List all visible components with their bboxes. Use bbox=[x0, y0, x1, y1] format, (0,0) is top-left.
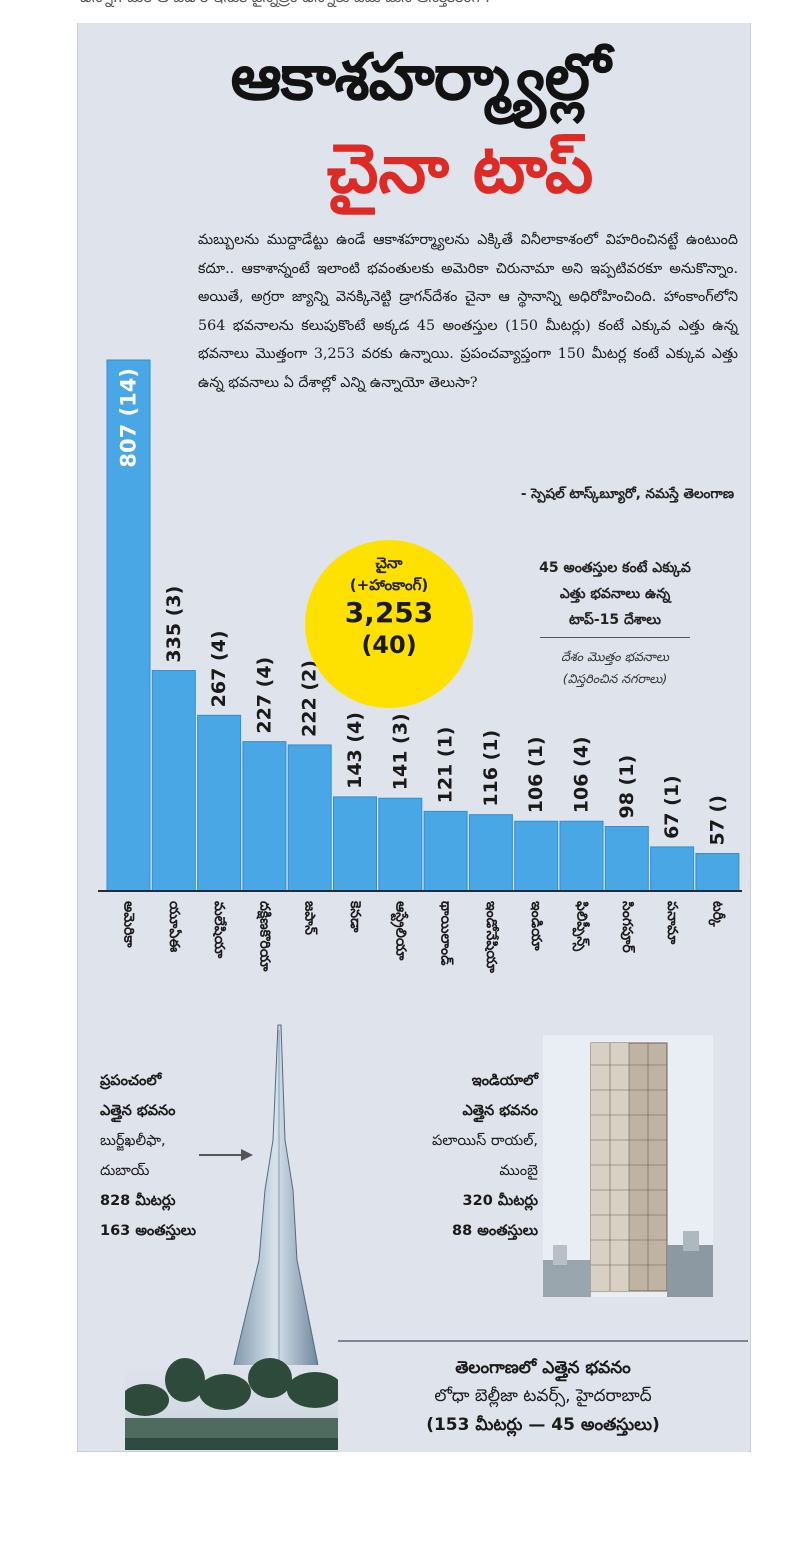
legend-sub1: దేశం మొత్తం భవనాలు bbox=[560, 649, 670, 664]
bar-5 bbox=[333, 796, 377, 892]
bar-value-label-13: 57 () bbox=[706, 795, 728, 845]
headline-line2: చైనా టాప్ bbox=[326, 130, 594, 209]
bar-value-label-0: 807 (14) bbox=[117, 368, 141, 468]
legend-title-line: ఎత్తు భవనాలు ఉన్న bbox=[559, 586, 671, 602]
bar-13 bbox=[695, 852, 740, 892]
category-label-0: అమెరికా bbox=[121, 901, 137, 948]
category-label-7: థాయిలాండ్ bbox=[438, 901, 455, 966]
headline-line1: ఆకాశహర్మ్యాల్లో bbox=[230, 41, 610, 115]
india-line: 88 అంతస్తులు bbox=[452, 1223, 538, 1239]
bar-4 bbox=[287, 744, 332, 892]
world-line: బుర్జ్‌ఖలీఫా, bbox=[100, 1133, 166, 1149]
category-label-13: టర్కీ bbox=[708, 901, 726, 927]
bar-value-label-10: 106 (4) bbox=[571, 736, 593, 813]
bar-10 bbox=[559, 820, 604, 892]
china-label: చైనా bbox=[375, 554, 403, 572]
bar-value-label-4: 222 (2) bbox=[299, 660, 321, 737]
intro-paragraph: మబ్బులను ముద్దాడేట్టు ఉండే ఆకాశహర్మ్యాలన… bbox=[198, 232, 738, 391]
category-label-12: పనామా bbox=[664, 901, 680, 945]
legend-sub2: (విస్తరించిన నగరాలు) bbox=[562, 671, 668, 686]
category-label-3: దక్షిణకొరియా bbox=[256, 901, 272, 972]
bar-chart: 807 (14) అమెరికా 335 (3) యూఏఈ 267 (4) మలేషియా… bbox=[98, 359, 742, 973]
world-line: 828 మీటర్లు bbox=[100, 1193, 176, 1209]
world-line: 163 అంతస్తులు bbox=[100, 1223, 197, 1239]
india-line: ఎత్తైన భవనం bbox=[462, 1103, 538, 1119]
bar-6 bbox=[378, 797, 423, 892]
world-tallest-caption: ప్రపంచంలో ఎత్తైన భవనం బుర్జ్‌ఖలీఫా, దుబా… bbox=[100, 1066, 280, 1246]
telangana-line1: తెలంగాణలో ఎత్తైన భవనం bbox=[455, 1358, 631, 1378]
bar-3 bbox=[242, 741, 287, 892]
category-label-1: యూఏఈ bbox=[166, 901, 182, 952]
china-note: (+హాంకాంగ్) bbox=[349, 576, 429, 594]
india-line: ఇండియాలో bbox=[471, 1073, 538, 1089]
arrow-icon bbox=[199, 1149, 253, 1161]
bar-8 bbox=[468, 814, 513, 892]
category-label-9: ఇండియా bbox=[528, 901, 544, 951]
india-line: పలాయిస్ రాయల్, bbox=[431, 1133, 538, 1149]
bar-value-label-3: 227 (4) bbox=[253, 657, 275, 734]
category-label-6: ఆస్ట్రేలియా bbox=[389, 901, 408, 961]
india-tallest-caption: ఇండియాలో ఎత్తైన భవనం పలాయిస్ రాయల్, ముంబ… bbox=[390, 1066, 538, 1246]
india-line: 320 మీటర్లు bbox=[462, 1193, 538, 1209]
chart-legend: 45 అంతస్తుల కంటే ఎక్కువ ఎత్తు భవనాలు ఉన్… bbox=[510, 555, 720, 690]
header-strip: ఉన్నా.. మరి ఆ ఎడారి ఇసుక పైన్నిత్రం ఉన్న… bbox=[80, 0, 720, 8]
bar-value-label-7: 121 (1) bbox=[435, 727, 457, 804]
bar-1 bbox=[151, 670, 196, 892]
legend-divider bbox=[540, 637, 690, 638]
bar-value-label-5: 143 (4) bbox=[344, 712, 366, 789]
bar-11 bbox=[604, 826, 649, 892]
china-cities: (40) bbox=[361, 631, 417, 659]
china-value: 3,253 bbox=[344, 596, 434, 629]
bar-7 bbox=[423, 810, 468, 892]
world-line: ప్రపంచంలో bbox=[100, 1073, 162, 1089]
bar-value-label-12: 67 (1) bbox=[661, 775, 683, 839]
bar-12 bbox=[650, 846, 695, 892]
bar-value-label-9: 106 (1) bbox=[525, 736, 547, 813]
legend-title-line: టాప్-15 దేశాలు bbox=[569, 612, 661, 628]
bar-9 bbox=[514, 820, 559, 892]
bar-value-label-1: 335 (3) bbox=[163, 586, 185, 663]
category-label-2: మలేషియా bbox=[211, 901, 227, 959]
category-label-11: సింగపూర్ bbox=[619, 901, 636, 953]
category-label-4: జపాన్ bbox=[302, 901, 319, 935]
telangana-line3: (153 మీటర్లు — 45 అంతస్తులు) bbox=[426, 1415, 660, 1435]
telangana-tallest-box: తెలంగాణలో ఎత్తైన భవనం లోధా బెల్లీజా టవర్… bbox=[338, 1340, 748, 1452]
bar-value-label-8: 116 (1) bbox=[480, 730, 502, 807]
byline-credit: - స్పెషల్ టాస్క్‌బ్యూరో, నమస్తే తెలంగాణ bbox=[520, 486, 734, 502]
category-label-10: ఫిలిప్పీన్స్ bbox=[572, 901, 591, 951]
category-label-8: ఇండోనేషియా bbox=[483, 901, 500, 973]
bar-2 bbox=[197, 714, 242, 892]
world-line: దుబాయ్ bbox=[100, 1163, 150, 1179]
legend-title-line: 45 అంతస్తుల కంటే ఎక్కువ bbox=[539, 560, 691, 576]
telangana-line2: లోధా బెల్లీజా టవర్స్, హైదరాబాద్ bbox=[434, 1386, 652, 1406]
india-line: ముంబై bbox=[499, 1163, 538, 1179]
bar-value-label-6: 141 (3) bbox=[389, 713, 411, 790]
world-line: ఎత్తైన భవనం bbox=[100, 1103, 176, 1119]
category-label-5: కెనడా bbox=[347, 900, 363, 933]
china-callout: చైనా (+హాంకాంగ్) 3,253 (40) bbox=[305, 540, 473, 708]
palais-royale-image bbox=[543, 1035, 713, 1297]
bar-value-label-2: 267 (4) bbox=[208, 630, 230, 707]
bar-value-label-11: 98 (1) bbox=[616, 755, 638, 819]
